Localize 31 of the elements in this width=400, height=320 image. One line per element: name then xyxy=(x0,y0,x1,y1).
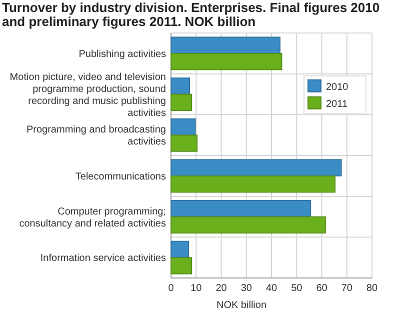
bar xyxy=(170,118,196,136)
x-tick-label: 40 xyxy=(266,283,278,294)
bar xyxy=(170,53,282,70)
x-tick-label: 10 xyxy=(190,283,202,294)
legend-label: 2011 xyxy=(326,98,348,110)
y-tick-label: Telecommunications xyxy=(75,171,166,182)
y-tick-label: Programming and broadcasting activities xyxy=(26,124,166,148)
x-tick-label: 20 xyxy=(216,283,228,294)
bar xyxy=(170,257,192,274)
y-tick-label: Computer programming; consultancy and related activities xyxy=(19,206,166,230)
y-tick-label: Publishing activities xyxy=(78,48,166,60)
x-tick-label: 50 xyxy=(291,283,303,294)
legend-label: 2010 xyxy=(326,82,349,93)
x-tick-label: 60 xyxy=(316,283,328,294)
bar xyxy=(170,176,336,193)
y-tick-label: Motion picture, video and television programme production, sound recording and music publishing activities xyxy=(10,72,166,119)
bar xyxy=(170,240,189,258)
bar xyxy=(170,216,326,234)
x-tick-label: 30 xyxy=(240,283,252,294)
bar xyxy=(170,134,198,152)
x-tick-label: 70 xyxy=(341,283,353,294)
bar xyxy=(170,200,312,218)
bar xyxy=(170,36,280,54)
x-tick-label: 80 xyxy=(366,283,378,294)
bar xyxy=(170,78,190,95)
x-axis-title: NOK billion xyxy=(216,300,267,311)
y-tick-label: Information service activities xyxy=(40,253,166,264)
bar xyxy=(170,159,342,176)
chart-title: Turnover by industry division. Enterprises. Final figures 2010 and preliminary figures 2011. NOK billion xyxy=(2,0,380,29)
bar xyxy=(170,94,192,111)
x-tick-label: 0 xyxy=(168,283,174,294)
